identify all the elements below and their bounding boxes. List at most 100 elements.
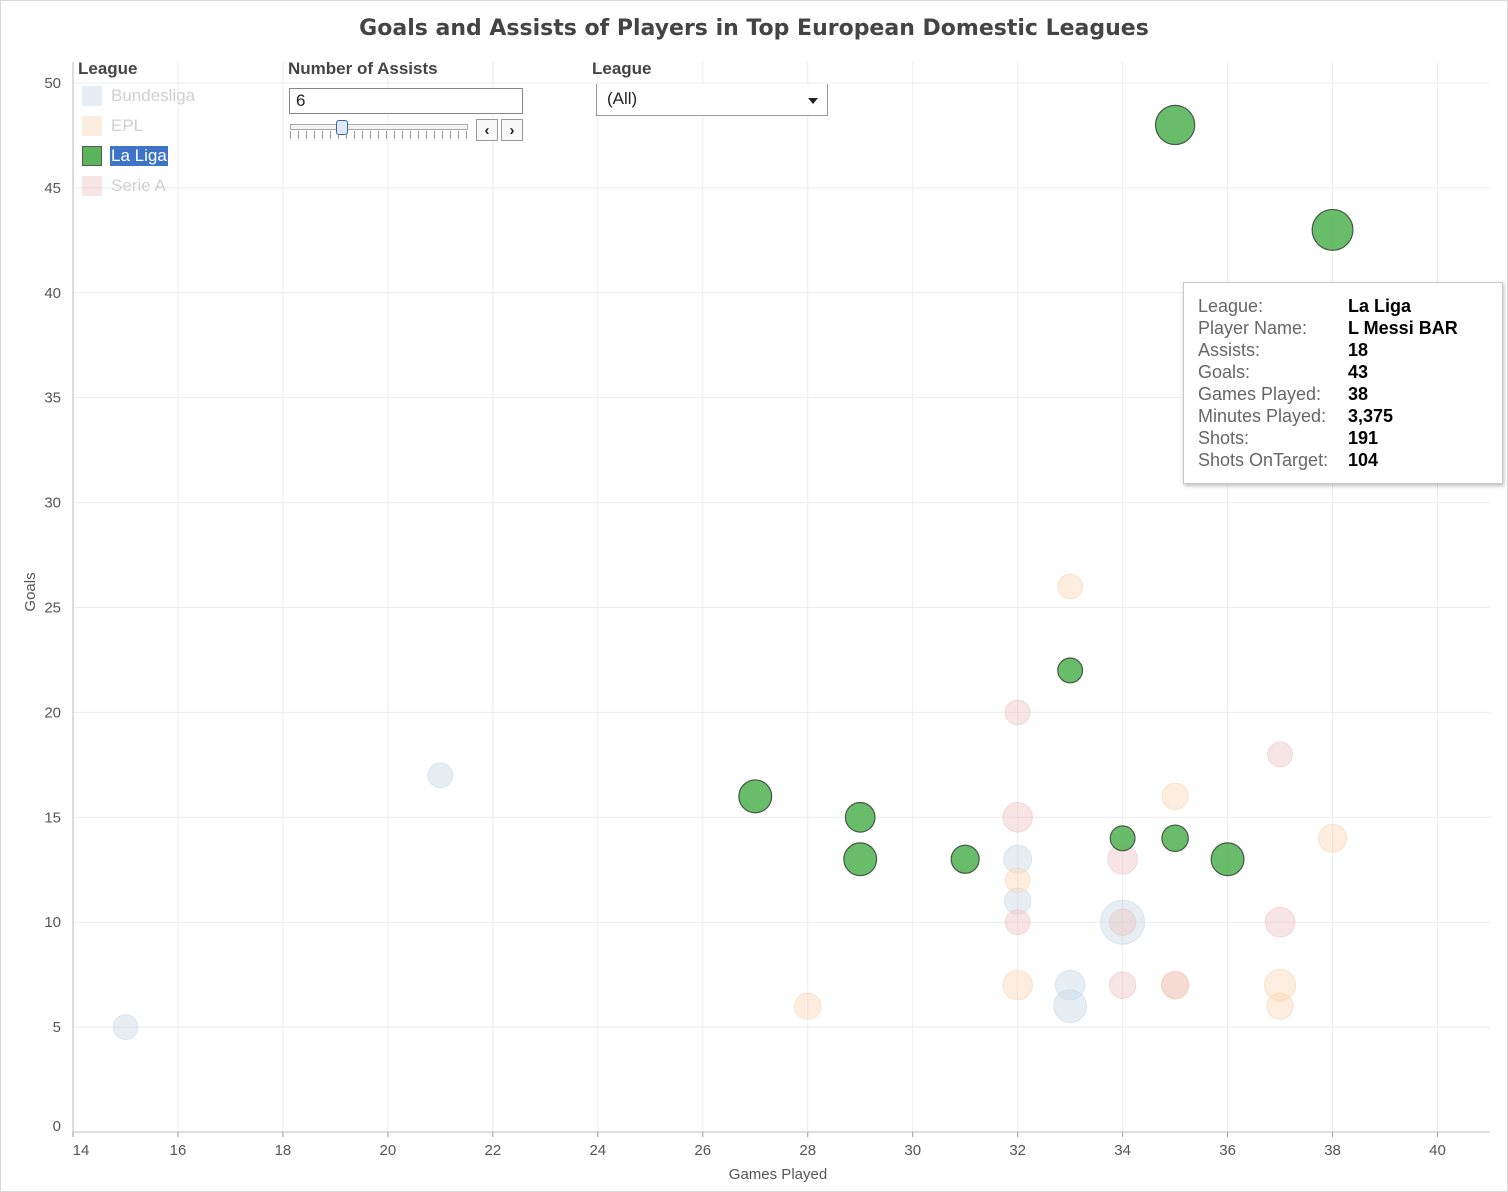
x-tick-label: 26 [694,1142,711,1159]
tooltip-value: La Liga [1348,296,1412,316]
league-dropdown[interactable]: (All) [596,84,828,116]
y-axis-title: Goals [22,572,39,611]
tooltip-key: Games Played: [1198,384,1322,404]
assists-prev-button[interactable]: ‹ [476,119,498,141]
tooltip-key: Player Name: [1198,318,1308,338]
data-points[interactable] [112,104,1354,1040]
dropdown-arrow-icon [808,98,818,104]
data-point-epl[interactable] [1002,969,1033,1001]
x-tick-label: 20 [380,1142,397,1159]
slider-ticks [290,131,468,139]
data-point-la-liga[interactable] [1154,104,1196,146]
y-tick-label: 40 [44,285,61,302]
legend-swatch [82,116,102,136]
data-point-epl[interactable] [1004,867,1031,894]
assists-input[interactable]: 6 [289,88,523,114]
data-point-bundesliga[interactable] [1003,887,1032,915]
y-tick-label: 15 [44,809,61,826]
chart-title: Goals and Assists of Players in Top Euro… [359,16,1149,41]
x-tick-label: 16 [170,1142,187,1159]
data-point-serie-a[interactable] [1161,971,1189,999]
y-tick-label: 35 [44,390,61,407]
y-tick-label: 20 [44,704,61,721]
legend-item-serie-a[interactable]: Serie A [82,175,167,197]
data-point-la-liga[interactable] [1161,824,1189,853]
assists-next-button[interactable]: › [501,119,523,141]
data-point-serie-a[interactable] [1264,906,1296,938]
data-point-serie-a[interactable] [1004,909,1031,936]
x-tick-label: 28 [799,1142,816,1159]
assists-filter-title: Number of Assists [288,59,438,78]
x-tick-label: 30 [904,1142,921,1159]
chevron-left-icon: ‹ [484,121,490,139]
tooltip-value: L Messi BAR [1348,318,1458,338]
data-point-la-liga[interactable] [843,842,878,877]
league-dropdown-value: (All) [607,89,638,108]
data-point-la-liga[interactable] [1057,657,1084,684]
tooltip: League: La Liga Player Name: L Messi BAR A… [1183,282,1503,484]
data-point-la-liga[interactable] [844,801,876,833]
x-tick-label: 34 [1114,1142,1131,1159]
tooltip-value: 38 [1348,384,1369,404]
tooltip-value: 191 [1348,428,1379,448]
data-point-serie-a[interactable] [1267,741,1293,768]
data-point-epl[interactable] [1266,992,1294,1020]
data-point-la-liga[interactable] [950,844,980,874]
y-tick-label: 0 [53,1118,61,1135]
tooltip-value: 43 [1348,362,1369,382]
data-point-epl[interactable] [1160,970,1190,1000]
y-tick-label: 25 [44,599,61,616]
x-tick-label: 24 [589,1142,606,1159]
y-tick-label: 5 [53,1019,61,1036]
legend-label: Bundesliga [111,86,196,105]
data-point-serie-a[interactable] [1002,801,1033,833]
data-point-serie-a[interactable] [1108,908,1137,936]
tooltip-key: Shots OnTarget: [1198,450,1329,470]
legend-swatch [82,86,102,106]
tooltip-key: League: [1198,296,1264,316]
data-point-epl[interactable] [1057,573,1084,600]
data-point-serie-a[interactable] [1004,699,1031,726]
legend-label: La Liga [110,146,168,166]
data-point-epl[interactable] [1161,782,1189,811]
data-point-serie-a[interactable] [1108,971,1137,999]
slider-handle[interactable] [336,120,348,135]
data-point-bundesliga[interactable] [1003,844,1033,874]
legend-item-bundesliga[interactable]: Bundesliga [82,85,196,107]
tooltip-value: 3,375 [1348,406,1394,426]
data-point-la-liga[interactable] [738,779,773,814]
assists-slider[interactable] [290,124,468,130]
data-point-epl[interactable] [1318,823,1348,853]
axes: 14 16 18 20 22 24 26 28 30 32 34 36 38 40 0 5 10 15 20 25 30… [44,62,1490,1159]
tooltip-key: Shots: [1198,428,1250,448]
data-point-epl[interactable] [794,992,822,1020]
x-tick-label: 36 [1219,1142,1236,1159]
legend-item-epl[interactable]: EPL [82,115,144,137]
legend-swatch [82,146,102,166]
x-axis-title: Games Played [729,1166,827,1183]
tooltip-key: Goals: [1198,362,1251,382]
legend-title: League [78,59,138,78]
x-tick-label: 22 [485,1142,502,1159]
data-point-bundesliga[interactable] [427,762,454,789]
tooltip-key: Minutes Played: [1198,406,1327,426]
tooltip-value: 104 [1348,450,1379,470]
chevron-right-icon: › [509,121,515,139]
legend-label: EPL [111,116,144,135]
data-point-la-liga[interactable] [1311,208,1354,251]
data-point-la-liga[interactable] [1210,842,1245,877]
legend-item-la-liga[interactable]: La Liga [82,145,168,167]
y-tick-label: 10 [44,914,61,931]
y-tick-label: 50 [44,75,61,92]
data-point-bundesliga[interactable] [1054,969,1086,1001]
legend-label: Serie A [111,176,166,195]
data-point-bundesliga[interactable] [112,1014,139,1040]
legend-swatch [82,176,102,196]
tooltip-key: Assists: [1198,340,1261,360]
data-point-la-liga[interactable] [1109,825,1136,852]
data-point-bundesliga[interactable] [1100,899,1146,945]
x-tick-label: 40 [1429,1142,1446,1159]
data-point-epl[interactable] [1263,969,1297,1002]
y-tick-label: 30 [44,495,61,512]
